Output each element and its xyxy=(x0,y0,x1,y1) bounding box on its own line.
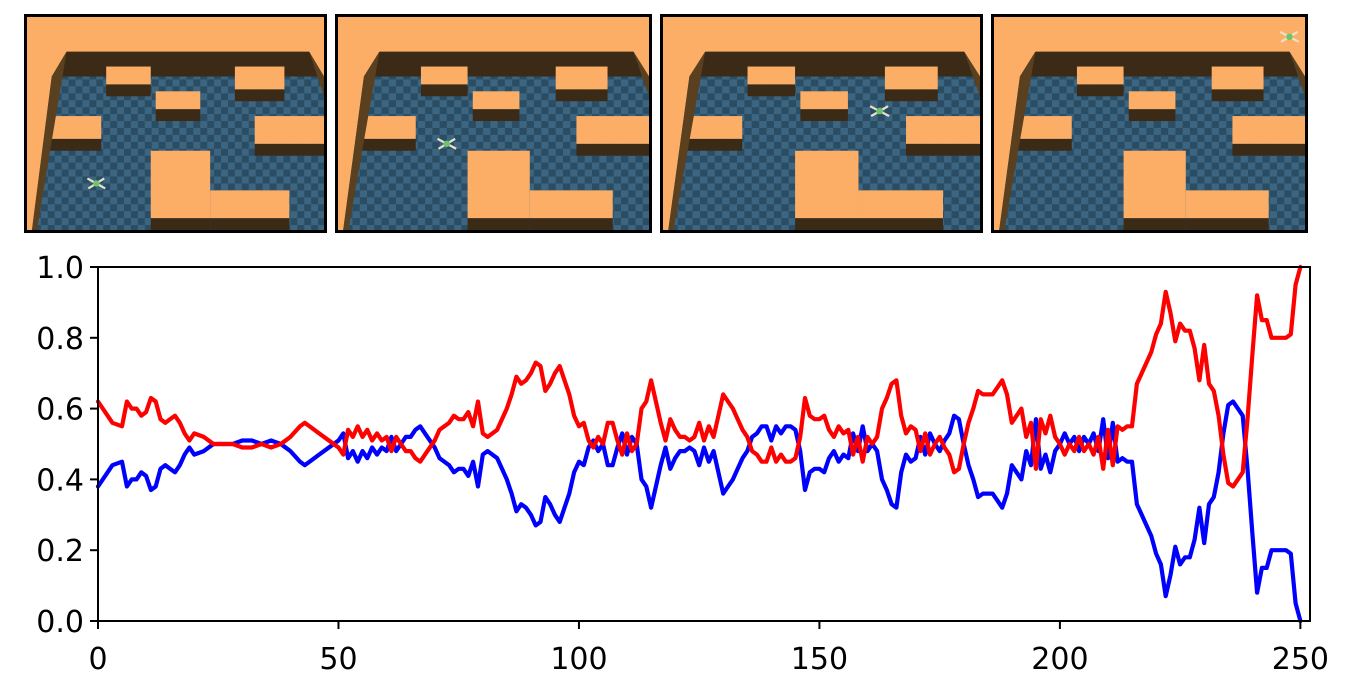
maze-left-wall xyxy=(31,51,67,230)
axes: 0 50 100 150 200 250 0.0 0.2 0.4 0.6 0.8 1.0 xyxy=(36,251,1329,677)
maze-wall-face xyxy=(155,109,201,122)
maze-scene-4 xyxy=(994,17,1305,230)
maze-left-wall xyxy=(343,51,380,230)
maze-wall-face xyxy=(472,109,520,122)
ant-icon xyxy=(86,177,106,190)
y-tick-label: 0.8 xyxy=(36,322,84,357)
y-tick-label: 1.0 xyxy=(36,251,84,286)
maze-wall-face xyxy=(747,84,796,97)
maze-wall-face xyxy=(1014,138,1072,151)
snapshot-strip xyxy=(0,0,1350,240)
maze-wall-top xyxy=(472,91,520,110)
maze-wall-face xyxy=(358,138,416,151)
maze-wall-top xyxy=(150,150,211,219)
maze-wall-face xyxy=(884,89,938,102)
maze-wall-face xyxy=(46,138,102,151)
maze-scene-1 xyxy=(27,17,324,230)
maze-wall-face xyxy=(576,143,649,156)
maze-wall-top xyxy=(106,66,151,85)
maze-wall-top xyxy=(747,66,796,85)
maze-wall-face xyxy=(254,143,324,156)
maze-wall-top xyxy=(1014,116,1072,139)
maze-wall-top xyxy=(1128,91,1176,110)
maze-wall-top xyxy=(420,66,468,85)
maze-wall-top xyxy=(884,66,938,90)
maze-wall-face xyxy=(234,89,285,102)
maze-wall-face xyxy=(684,138,743,151)
maze-left-wall xyxy=(668,51,706,230)
x-tick-label: 250 xyxy=(1272,642,1329,677)
y-tick-label: 0.6 xyxy=(36,393,84,428)
series-line-blue xyxy=(95,399,1303,624)
x-tick-label: 150 xyxy=(791,642,848,677)
ant-icon xyxy=(436,137,457,150)
maze-scene-2 xyxy=(338,17,649,230)
maze-wall-face xyxy=(529,218,613,230)
maze-snapshot-3 xyxy=(660,14,983,233)
maze-wall-top xyxy=(555,66,608,90)
maze-wall-top xyxy=(210,190,290,219)
maze-wall-top xyxy=(529,190,613,219)
maze-snapshot-1 xyxy=(24,14,327,233)
maze-wall-top xyxy=(858,190,944,219)
maze-wall-top xyxy=(358,116,416,139)
x-tick-label: 50 xyxy=(319,642,357,677)
maze-wall-face xyxy=(150,218,211,230)
maze-scene-3 xyxy=(663,17,980,230)
maze-wall-face xyxy=(906,143,980,156)
maze-wall-top xyxy=(254,116,324,144)
maze-wall-top xyxy=(906,116,980,144)
maze-wall-top xyxy=(1076,66,1124,85)
ant-icon xyxy=(869,105,890,118)
maze-wall-top xyxy=(1232,116,1305,144)
maze-wall-top xyxy=(467,150,530,219)
maze-wall-face xyxy=(555,89,608,102)
maze-wall-top xyxy=(1211,66,1264,90)
maze-wall-face xyxy=(800,109,848,122)
maze-wall-top xyxy=(46,116,102,139)
maze-wall-face xyxy=(858,218,944,230)
maze-left-wall xyxy=(999,51,1036,230)
maze-wall-face xyxy=(106,84,151,97)
maze-wall-top xyxy=(795,150,859,219)
ant-icon xyxy=(1279,30,1300,43)
maze-snapshot-4 xyxy=(991,14,1308,233)
probability-line-chart: 0 50 100 150 200 250 0.0 0.2 0.4 0.6 0.8 1.0 xyxy=(36,251,1329,677)
maze-wall-top xyxy=(234,66,285,90)
x-tick-label: 0 xyxy=(88,642,107,677)
maze-wall-top xyxy=(155,91,201,110)
maze-wall-face xyxy=(1128,109,1176,122)
maze-wall-top xyxy=(1185,190,1269,219)
maze-wall-face xyxy=(1076,84,1124,97)
maze-snapshot-2 xyxy=(335,14,652,233)
x-tick-label: 100 xyxy=(550,642,607,677)
y-tick-label: 0.2 xyxy=(36,534,84,569)
maze-wall-top xyxy=(684,116,743,139)
maze-wall-top xyxy=(1123,150,1186,219)
maze-wall-face xyxy=(795,218,859,230)
maze-wall-top xyxy=(576,116,649,144)
maze-wall-face xyxy=(1211,89,1264,102)
plot-lines xyxy=(95,264,1303,624)
maze-wall-face xyxy=(1123,218,1186,230)
maze-wall-face xyxy=(420,84,468,97)
x-tick-label: 200 xyxy=(1031,642,1088,677)
maze-wall-face xyxy=(1185,218,1269,230)
y-tick-label: 0.0 xyxy=(36,605,84,640)
y-tick-label: 0.4 xyxy=(36,463,84,498)
maze-wall-face xyxy=(467,218,530,230)
series-line-red xyxy=(95,264,1303,489)
maze-wall-top xyxy=(800,91,848,110)
plot-frame xyxy=(97,266,1311,622)
maze-wall-face xyxy=(1232,143,1305,156)
maze-right-wall xyxy=(1289,51,1305,97)
maze-wall-face xyxy=(210,218,290,230)
